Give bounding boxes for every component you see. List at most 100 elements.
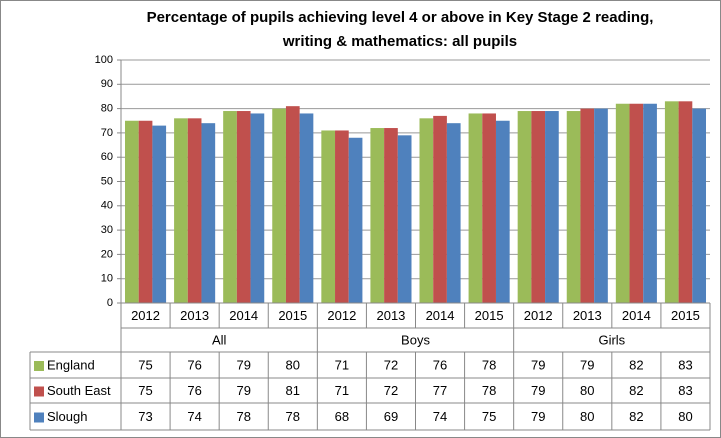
table-value: 82: [629, 357, 643, 372]
x-tick-label: 2012: [524, 308, 553, 323]
legend-swatch: [34, 386, 44, 397]
table-value: 76: [187, 383, 201, 398]
x-tick-label: 2013: [376, 308, 405, 323]
bar: [629, 103, 644, 304]
table-value: 79: [236, 357, 250, 372]
legend-swatch: [34, 361, 44, 371]
table-value: 82: [629, 409, 643, 424]
bar: [433, 115, 447, 303]
bar: [348, 137, 363, 303]
bar: [594, 108, 608, 303]
table-value: 72: [384, 383, 398, 398]
table-value: 79: [531, 409, 545, 424]
x-tick-label: 2013: [180, 308, 209, 323]
bar: [335, 130, 349, 303]
table-value: 80: [580, 383, 594, 398]
x-tick-label: 2014: [229, 308, 258, 323]
table-value: 78: [482, 383, 496, 398]
legend-label: South East: [47, 383, 111, 398]
x-tick-label: 2014: [426, 308, 455, 323]
table-value: 79: [531, 383, 545, 398]
table-value: 71: [335, 357, 349, 372]
bar: [419, 118, 434, 303]
table-value: 73: [138, 409, 152, 424]
y-tick-label: 40: [101, 200, 113, 212]
x-tick-label: 2013: [573, 308, 602, 323]
table-value: 78: [286, 409, 300, 424]
bar: [299, 113, 314, 304]
table-value: 78: [482, 357, 496, 372]
bar: [580, 108, 595, 303]
table-value: 80: [580, 409, 594, 424]
y-tick-label: 10: [101, 273, 113, 285]
chart-title: writing & mathematics: all pupils: [282, 33, 517, 50]
x-tick-label: 2012: [327, 308, 356, 323]
table-value: 75: [138, 383, 152, 398]
table-value: 79: [580, 357, 594, 372]
bar: [495, 120, 510, 303]
bar: [223, 111, 237, 303]
bar: [187, 118, 202, 303]
table-value: 80: [678, 409, 692, 424]
bar: [125, 120, 139, 303]
table-value: 83: [678, 357, 692, 372]
bar: [545, 111, 559, 303]
table-value: 75: [482, 409, 496, 424]
table-value: 79: [531, 357, 545, 372]
table-value: 82: [629, 383, 643, 398]
bar: [482, 113, 496, 304]
x-tick-label: 2015: [278, 308, 307, 323]
table-value: 68: [335, 409, 349, 424]
bar: [615, 103, 630, 304]
table-value: 74: [433, 409, 447, 424]
table-value: 76: [187, 357, 201, 372]
x-tick-label: 2015: [671, 308, 700, 323]
y-tick-label: 80: [101, 103, 113, 115]
table-value: 74: [187, 409, 201, 424]
bar: [321, 130, 336, 303]
table-value: 78: [236, 409, 250, 424]
y-tick-label: 60: [101, 151, 113, 163]
bar: [692, 108, 706, 303]
table-value: 83: [678, 383, 692, 398]
y-tick-label: 30: [101, 224, 113, 236]
y-tick-label: 70: [101, 127, 113, 139]
table-value: 72: [384, 357, 398, 372]
x-tick-label: 2012: [131, 308, 160, 323]
bar: [152, 125, 167, 303]
table-value: 75: [138, 357, 152, 372]
bar: [664, 101, 679, 303]
bar: [397, 135, 412, 303]
table-value: 80: [286, 357, 300, 372]
bar: [678, 101, 693, 303]
y-tick-label: 90: [101, 78, 113, 90]
x-tick-label: 2015: [475, 308, 504, 323]
table-value: 81: [286, 383, 300, 398]
table-value: 79: [236, 383, 250, 398]
bar: [272, 108, 286, 303]
bar: [174, 118, 188, 303]
bar: [446, 123, 461, 304]
bar: [285, 106, 300, 303]
legend-label: Slough: [47, 409, 87, 424]
y-tick-label: 100: [95, 54, 113, 66]
x-tick-label: 2014: [622, 308, 651, 323]
table-value: 69: [384, 409, 398, 424]
table-value: 77: [433, 383, 447, 398]
y-tick-label: 50: [101, 175, 113, 187]
bar: [517, 111, 532, 303]
table-value: 71: [335, 383, 349, 398]
bar: [250, 113, 265, 304]
y-tick-label: 20: [101, 248, 113, 260]
group-label: All: [212, 332, 227, 347]
bar: [384, 128, 398, 303]
group-label: Girls: [598, 332, 625, 347]
bar: [643, 103, 657, 304]
bar: [138, 120, 153, 303]
table-value: 76: [433, 357, 447, 372]
bar: [201, 123, 216, 304]
chart-title: Percentage of pupils achieving level 4 o…: [147, 9, 654, 26]
y-tick-label: 0: [107, 297, 113, 309]
bar: [236, 111, 251, 303]
